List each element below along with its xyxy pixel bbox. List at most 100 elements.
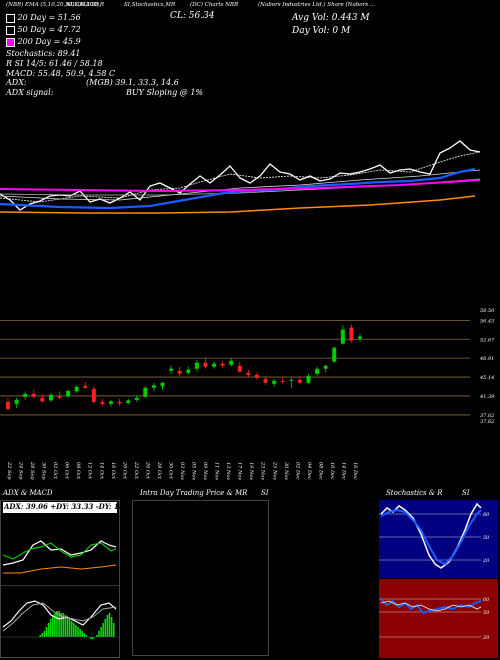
macd-histogram-bar: [104, 619, 107, 637]
adx-signal-label: ADX signal:: [6, 88, 54, 97]
macd-histogram-bar: [102, 623, 104, 637]
macd-histogram-bar: [89, 637, 92, 639]
candle-body: [160, 382, 165, 387]
candle: [349, 324, 354, 343]
date-label: 13 Nov: [225, 462, 231, 480]
candle: [23, 391, 28, 400]
date-label: 12 Oct: [87, 462, 93, 480]
candle-body: [143, 387, 148, 397]
stoch-d-line: [380, 508, 482, 566]
rsi-value: R SI 14/5: 61.46 / 58.18: [6, 59, 103, 68]
macd-histogram-bar: [81, 631, 83, 637]
intraday-panel: [132, 500, 269, 656]
candle: [263, 375, 268, 385]
date-label: 19 Nov: [248, 462, 254, 480]
candle-body: [254, 374, 259, 378]
date-label: 22 Sep: [6, 461, 12, 480]
candle-body: [14, 399, 19, 404]
adx-lines: [2, 540, 117, 574]
rsi-white-line: [380, 600, 482, 612]
intraday-si-label: SI: [261, 489, 269, 497]
date-label: 30 Nov: [283, 462, 289, 480]
ema-50-swatch: [6, 25, 15, 35]
candle: [212, 361, 217, 369]
candle: [109, 399, 114, 407]
date-label: 20 Oct: [121, 461, 127, 480]
candle: [237, 361, 242, 373]
price-axis-label: 37.62: [480, 413, 494, 419]
ema-legend-200: 200 Day = 45.9: [6, 37, 81, 47]
macd-histogram-bar: [75, 625, 77, 637]
candle: [203, 358, 208, 369]
candle-body: [246, 372, 251, 375]
macd-histogram-bar: [108, 613, 111, 637]
macd-histogram-bar: [112, 623, 115, 637]
close-label: CL: 56.34: [170, 11, 215, 21]
indicator-text: Stochastics: 89.41 R SI 14/5: 61.46 / 58…: [6, 49, 115, 79]
candle-body: [109, 401, 114, 404]
candle: [186, 366, 191, 375]
macd-histogram-bar: [56, 611, 58, 637]
candle: [48, 392, 53, 402]
candle: [40, 394, 45, 403]
adx-macd-panel: ADX: 39.06 +DY: 33.33 -DY: 14.61: [0, 500, 136, 658]
macd-histogram-bar: [62, 613, 65, 637]
candle: [14, 397, 19, 408]
date-label: 14 Oct: [98, 462, 104, 480]
candle-body: [6, 401, 10, 409]
candle: [254, 372, 259, 380]
date-label: 25 Nov: [271, 461, 277, 480]
adx-green-line: [2, 542, 117, 560]
date-label: 22 Oct: [133, 461, 139, 480]
macd-histogram-bar: [41, 633, 44, 637]
header-item-stoch: SI,Stochastics,MR: [124, 2, 176, 8]
macd-histogram-bar: [85, 635, 88, 637]
stochastics-value: Stochastics: 89.41: [6, 49, 81, 58]
macd-histogram-bar: [39, 635, 41, 637]
candle-body: [237, 365, 242, 372]
price-axis-label: 48.91: [479, 356, 494, 362]
macd-histogram-bar: [43, 631, 46, 637]
macd-histogram-bar: [60, 613, 62, 637]
ema-100-line: [0, 195, 476, 214]
stochastics-panel: 80 50 20: [379, 500, 498, 578]
adx-macd-title: ADX & MACD: [3, 489, 53, 497]
macd-value: MACD: 55.48, 50.9, 4.58 C: [6, 69, 116, 78]
candle-body: [263, 378, 268, 383]
adx-signal-value: BUY Sloping @ 1%: [126, 88, 204, 97]
macd-histogram-bar: [100, 627, 102, 637]
avg-vol-label: Avg Vol: 0.443 M: [292, 13, 370, 23]
candle-body: [40, 397, 45, 402]
macd-histogram-bar: [83, 633, 86, 637]
ema-5-line: [0, 151, 481, 203]
candle: [83, 381, 88, 389]
rsi-panel: 60 50 20: [379, 579, 498, 658]
rsi-lines: 60 50 20: [379, 597, 490, 641]
macd-histogram-bar: [54, 613, 56, 637]
candle-body: [23, 393, 28, 397]
macd-histogram-bar: [77, 627, 79, 637]
price-axis-label: 56.43: [480, 318, 494, 324]
macd-histogram-bar: [47, 623, 50, 637]
ema-200-swatch: [6, 37, 15, 47]
stoch-k-line: [380, 502, 482, 569]
candle-body: [186, 369, 191, 373]
price-axis-label: 52.67: [480, 337, 495, 343]
macd-histogram-bar: [98, 631, 100, 637]
date-label: 30 Sep: [41, 462, 47, 480]
candle-body: [315, 368, 320, 374]
candle: [297, 375, 302, 384]
date-label: 05 Nov: [191, 462, 197, 480]
candle: [91, 386, 96, 404]
candle: [57, 391, 62, 399]
macd-signal-line: [2, 602, 117, 632]
adx-values-box: ADX: 39.06 +DY: 33.33 -DY: 14.61: [3, 502, 136, 513]
header-item-company: (Nabors Industries Ltd.) Share (Nabors .…: [258, 2, 376, 8]
date-label: 17 Nov: [237, 462, 243, 480]
candle: [169, 365, 174, 374]
adx-values-text: ADX: 39.06 +DY: 33.33 -DY: 14.61: [4, 502, 136, 511]
date-label: 08 Dec: [317, 462, 323, 480]
candle-body: [194, 362, 199, 369]
macd-line: [2, 600, 117, 628]
macd-histogram-bar: [49, 619, 52, 637]
